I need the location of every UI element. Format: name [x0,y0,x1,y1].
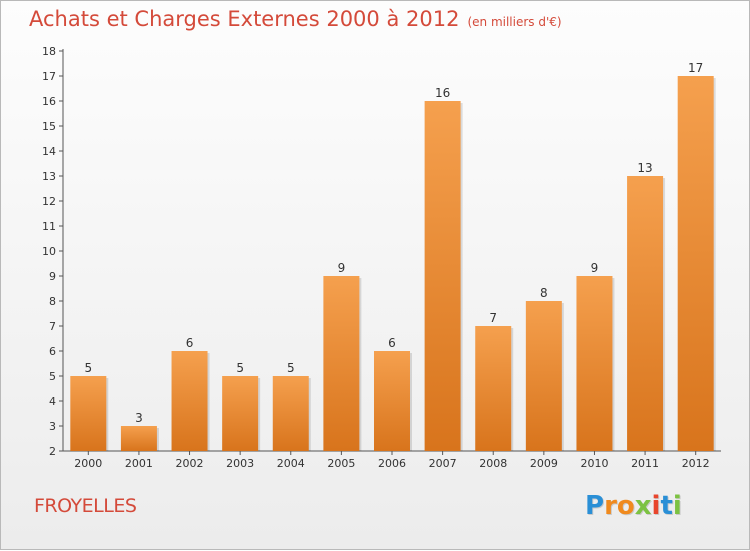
bar [222,376,259,451]
bar [120,426,157,451]
logo-letter: t [660,491,673,521]
x-tick-label: 2003 [226,457,254,470]
value-label: 13 [637,161,652,175]
y-tick-label: 7 [49,320,56,333]
bar [677,76,714,451]
value-label: 8 [540,286,548,300]
bar [323,276,360,451]
bar [424,101,461,451]
commune-name: FROYELLES [34,495,137,517]
value-label: 16 [435,86,450,100]
x-tick-label: 2006 [378,457,406,470]
x-tick-label: 2010 [580,457,608,470]
y-tick-label: 3 [49,420,56,433]
value-label: 5 [287,361,295,375]
value-label: 5 [236,361,244,375]
x-tick-label: 2004 [277,457,305,470]
x-tick-label: 2000 [74,457,102,470]
bar [171,351,208,451]
logo-letter: P [585,491,605,521]
x-tick-label: 2001 [125,457,153,470]
chart-title-text: Achats et Charges Externes 2000 à 2012 [29,7,460,31]
chart-subtitle: (en milliers d'€) [467,15,562,29]
bars [70,76,716,451]
proxiti-logo: Proxiti [585,491,682,521]
x-tick-label: 2002 [176,457,204,470]
y-tick-label: 15 [42,120,56,133]
x-tick-label: 2012 [682,457,710,470]
bar [525,301,562,451]
y-tick-label: 8 [49,295,56,308]
bar [627,176,664,451]
x-tick-label: 2007 [429,457,457,470]
bar [70,376,107,451]
y-tick-label: 5 [49,370,56,383]
y-tick-label: 6 [49,345,56,358]
logo-letter: i [672,491,682,521]
bar [272,376,309,451]
x-tick-label: 2011 [631,457,659,470]
bar [374,351,410,451]
y-tick-label: 18 [42,45,56,58]
x-tick-label: 2008 [479,457,507,470]
y-tick-label: 11 [42,220,56,233]
bar [475,326,512,451]
y-tick-label: 13 [42,170,56,183]
y-tick-label: 2 [49,445,56,458]
value-label: 6 [388,336,396,350]
value-label: 3 [135,411,143,425]
y-tick-label: 16 [42,95,56,108]
value-label: 9 [338,261,346,275]
x-tick-label: 2005 [327,457,355,470]
bar [576,276,613,451]
y-tick-label: 14 [42,145,56,158]
logo-letter: o [616,491,635,521]
labels: 2000 5 2001 3 2002 6 2003 5 2004 5 2005 9 2006 6 2007 1… [74,61,709,470]
logo-letter: r [604,491,617,521]
value-label: 6 [186,336,194,350]
value-label: 7 [489,311,497,325]
value-label: 9 [591,261,599,275]
x-tick-label: 2009 [530,457,558,470]
y-tick-label: 4 [49,395,56,408]
y-tick-label: 17 [42,70,56,83]
y-tick-label: 9 [49,270,56,283]
logo-letter: x [634,491,652,521]
y-tick-label: 12 [42,195,56,208]
chart-title: Achats et Charges Externes 2000 à 2012 (e… [29,7,562,31]
value-label: 17 [688,61,703,75]
y-tick-label: 10 [42,245,56,258]
logo-letter: i [651,491,661,521]
value-label: 5 [84,361,92,375]
